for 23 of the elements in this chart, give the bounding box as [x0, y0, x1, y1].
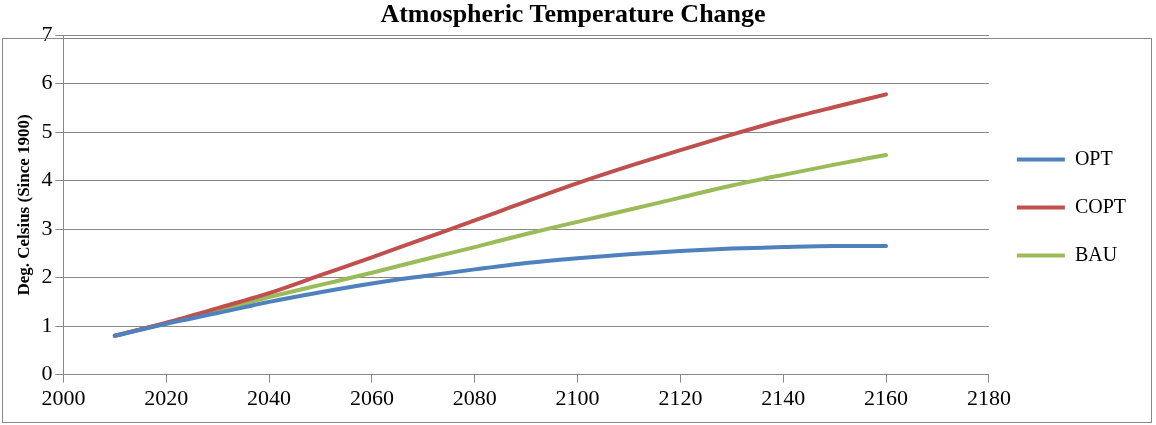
y-tick-label: 3 [41, 214, 53, 240]
x-tick-label: 2020 [144, 384, 189, 410]
x-tick-label: 2000 [41, 384, 86, 410]
legend-label: COPT [1074, 194, 1126, 217]
y-tick-label: 4 [41, 166, 53, 192]
legend-label: OPT [1074, 146, 1113, 169]
legend-label: BAU [1074, 242, 1118, 265]
y-tick-label: 1 [41, 311, 53, 337]
y-tick-label: 0 [41, 360, 53, 386]
x-tick-label: 2120 [658, 384, 703, 410]
y-axis-title: Deg. Celsius (Since 1900) [13, 114, 33, 296]
x-tick-label: 2080 [452, 384, 497, 410]
line-series [112, 244, 889, 338]
x-tick-label: 2100 [555, 384, 600, 410]
x-tick-label: 2040 [247, 384, 292, 410]
chart-title: Atmospheric Temperature Change [380, 0, 766, 29]
x-tick-label: 2060 [349, 384, 394, 410]
x-tick-label: 2160 [864, 384, 909, 410]
y-tick-label: 6 [41, 69, 53, 95]
x-tick-label: 2140 [761, 384, 806, 410]
y-tick-label: 5 [41, 117, 53, 143]
y-tick-label: 2 [41, 263, 53, 289]
x-tick-label: 2180 [966, 384, 1011, 410]
